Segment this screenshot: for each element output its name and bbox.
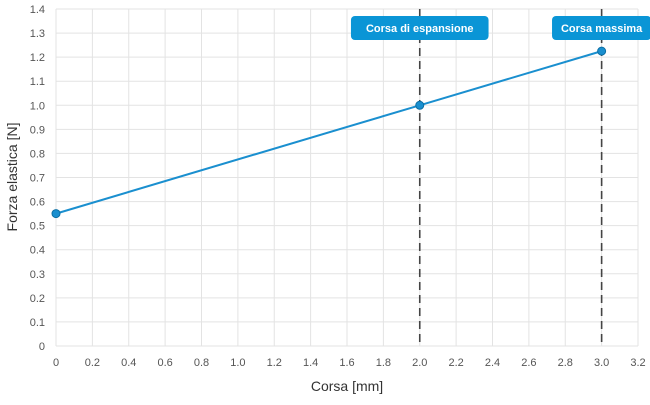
data-point [415, 100, 425, 110]
x-axis-ticks: 0 0.2 0.4 0.6 0.8 1.0 1.2 1.4 1.6 1.8 2.0 2.2 2.4 2.6… [53, 357, 646, 369]
y-tick-label: 0.2 [30, 293, 45, 305]
reference-label: Corsa di espansione [366, 23, 474, 35]
y-tick-label: 1.1 [30, 76, 45, 88]
series [51, 46, 607, 219]
reference-label-badge: Corsa massima [552, 16, 650, 40]
y-tick-label: 1.4 [30, 4, 45, 16]
x-tick-label: 2.6 [521, 357, 536, 369]
x-tick-label: 0.2 [85, 357, 100, 369]
x-tick-label: 1.2 [267, 357, 282, 369]
x-tick-label: 2.2 [448, 357, 463, 369]
reference-label-background [552, 16, 650, 40]
series-line [55, 50, 602, 215]
x-tick-label: 2.0 [412, 357, 427, 369]
reference-label-badge: Corsa di espansione [350, 16, 489, 40]
x-tick-label: 2.8 [558, 357, 573, 369]
reference-label: Corsa massima [561, 23, 643, 35]
x-tick-label: 2.4 [485, 357, 500, 369]
y-axis-ticks: 0 0.1 0.2 0.3 0.4 0.5 0.6 0.7 0.8 0.9 1.0 1.1 1.2 1.3… [30, 4, 45, 353]
y-tick-label: 0.6 [30, 197, 45, 209]
y-tick-label: 1.3 [30, 28, 45, 40]
y-tick-label: 0 [39, 341, 45, 353]
x-tick-label: 1.0 [230, 357, 245, 369]
y-axis-label: Forza elastica [N] [4, 123, 20, 232]
y-tick-label: 0.9 [30, 124, 45, 136]
y-tick-label: 0.7 [30, 173, 45, 185]
x-tick-label: 1.4 [303, 357, 318, 369]
y-tick-label: 0.5 [30, 221, 45, 233]
x-tick-label: 0.8 [194, 357, 209, 369]
x-axis-label: Corsa [mm] [311, 378, 383, 394]
x-tick-label: 1.6 [339, 357, 354, 369]
x-tick-label: 0.4 [121, 357, 136, 369]
y-tick-label: 1.2 [30, 52, 45, 64]
x-tick-label: 0 [53, 357, 59, 369]
data-point [51, 209, 61, 219]
reference-markers: Corsa di espansione Corsa massima [350, 9, 650, 346]
data-point [597, 46, 607, 56]
y-tick-label: 1.0 [30, 100, 45, 112]
x-tick-label: 0.6 [157, 357, 172, 369]
x-tick-label: 3.0 [594, 357, 609, 369]
grid [55, 8, 639, 347]
x-tick-label: 1.8 [376, 357, 391, 369]
y-tick-label: 0.4 [30, 245, 45, 257]
y-tick-label: 0.8 [30, 148, 45, 160]
y-tick-label: 0.1 [30, 317, 45, 329]
y-tick-label: 0.3 [30, 269, 45, 281]
x-tick-label: 3.2 [630, 357, 645, 369]
reference-label-background [350, 16, 489, 40]
